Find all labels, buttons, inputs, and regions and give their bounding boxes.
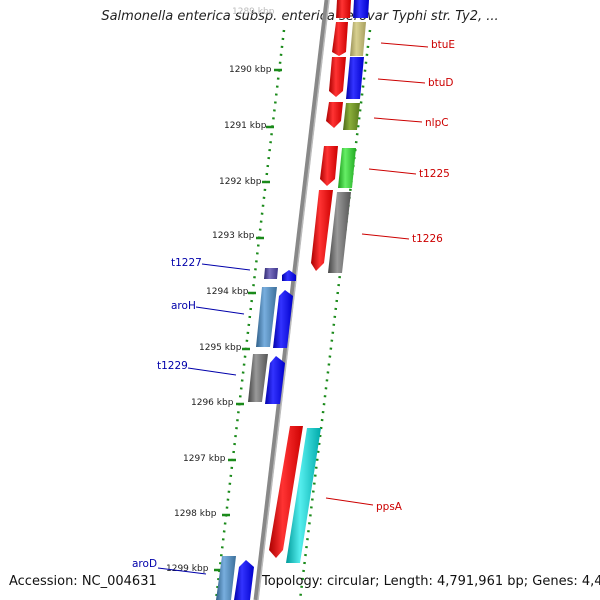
gene-arrow-t1229[interactable]	[265, 356, 285, 404]
gene-arrow-t1226[interactable]	[311, 190, 333, 271]
gene-cog-ppsA[interactable]	[286, 428, 321, 563]
gene-cog-nlpC[interactable]	[343, 103, 360, 130]
gene-arrow-t1225[interactable]	[320, 146, 338, 186]
forward-labels: btuE btuD nlpC t1225 t1226 ppsA	[325, 39, 455, 513]
gene-cog-t1229[interactable]	[248, 354, 268, 402]
gene-arrow-ppsA[interactable]	[269, 426, 303, 558]
gene-label-t1225[interactable]: t1225	[419, 168, 450, 180]
tick-label: 1298 kbp	[174, 509, 217, 519]
leader-line	[368, 168, 417, 175]
gene-label-nlpC[interactable]: nlpC	[425, 117, 449, 129]
leader-line	[373, 117, 423, 123]
gene-label-aroD[interactable]: aroD	[132, 558, 157, 570]
leader-line	[157, 567, 207, 575]
gene-cog-btuD[interactable]	[346, 57, 364, 99]
reverse-labels: t1227 aroH t1229 aroD	[132, 257, 251, 575]
gene-label-btuD[interactable]: btuD	[428, 77, 454, 89]
tick-label: 1297 kbp	[183, 454, 226, 464]
leader-line	[187, 367, 237, 376]
tick-label: 1292 kbp	[219, 177, 262, 187]
gene-arrow-btuD[interactable]	[329, 57, 346, 97]
gene-top-blue[interactable]	[353, 0, 369, 18]
tick-label: 1295 kbp	[199, 343, 242, 353]
backbone-highlight	[257, 0, 330, 600]
gene-arrow-btuE[interactable]	[332, 22, 348, 56]
gene-cog-btuE[interactable]	[350, 22, 366, 56]
gene-label-t1229[interactable]: t1229	[157, 360, 188, 372]
gene-label-ppsA[interactable]: ppsA	[376, 501, 403, 513]
tick-label: 1293 kbp	[212, 231, 255, 241]
gene-arrow-t1227[interactable]	[282, 270, 296, 281]
leader-line	[377, 78, 426, 84]
scale-ticks: 1290 kbp 1291 kbp 1292 kbp 1293 kbp 1294…	[166, 65, 282, 574]
reverse-genes	[216, 268, 296, 600]
gene-cog-t1225[interactable]	[338, 148, 356, 188]
accession-text: Accession: NC_004631	[9, 574, 157, 589]
gene-arrow-aroH[interactable]	[273, 290, 293, 348]
tick-label: 1296 kbp	[191, 398, 234, 408]
leader-line	[325, 497, 374, 506]
map-title: Salmonella enterica subsp. enterica sero…	[101, 9, 499, 24]
leader-line	[361, 233, 410, 240]
topology-info-text: Topology: circular; Length: 4,791,961 bp…	[262, 574, 600, 589]
gene-top-red[interactable]	[336, 0, 351, 18]
leader-line	[380, 42, 429, 48]
forward-genes	[269, 0, 369, 563]
leader-line	[201, 263, 251, 271]
gene-label-btuE[interactable]: btuE	[431, 39, 455, 51]
tick-label: 1291 kbp	[224, 121, 267, 131]
leader-line	[195, 306, 245, 315]
tick-label: 1290 kbp	[229, 65, 272, 75]
gene-cog-t1227[interactable]	[264, 268, 278, 279]
tick-label-top: 1289 kbp	[232, 7, 275, 17]
gene-cog-t1226[interactable]	[328, 192, 351, 273]
gene-label-t1227[interactable]: t1227	[171, 257, 202, 269]
gene-label-t1226[interactable]: t1226	[412, 233, 443, 245]
tick-label: 1299 kbp	[166, 564, 209, 574]
gene-arrow-nlpC[interactable]	[326, 102, 343, 128]
tick-label: 1294 kbp	[206, 287, 249, 297]
gene-label-aroH[interactable]: aroH	[171, 300, 196, 312]
gene-cog-aroD[interactable]	[216, 556, 236, 600]
gene-arrow-aroD[interactable]	[234, 560, 254, 600]
gene-cog-aroH[interactable]	[256, 287, 277, 347]
